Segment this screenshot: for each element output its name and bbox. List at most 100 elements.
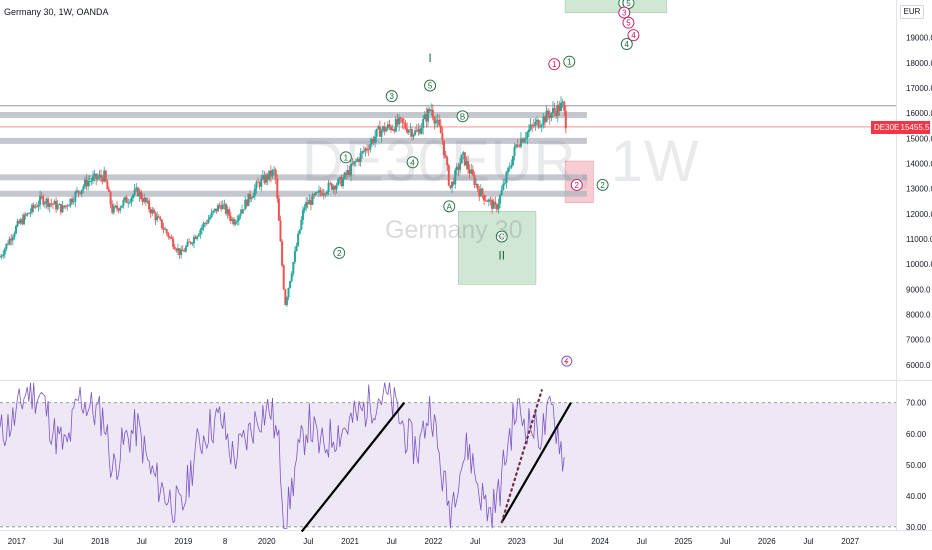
candle-body bbox=[327, 182, 330, 192]
candle-body bbox=[515, 144, 518, 147]
wave-label: 4 bbox=[625, 40, 630, 49]
candle-body bbox=[194, 236, 197, 239]
candle-body bbox=[43, 203, 46, 205]
candle-body bbox=[340, 176, 343, 187]
rsi-tick-label: 70.00 bbox=[906, 399, 927, 408]
candle-body bbox=[192, 236, 195, 244]
candle-body bbox=[119, 207, 122, 211]
candle-body bbox=[297, 233, 300, 246]
currency-selector[interactable]: EUR bbox=[900, 5, 924, 19]
candle-body bbox=[457, 166, 460, 170]
candle-body bbox=[478, 189, 481, 197]
candle-body bbox=[507, 168, 510, 172]
candle-body bbox=[247, 193, 250, 207]
candle-body bbox=[316, 192, 319, 193]
candle-body bbox=[271, 170, 274, 177]
candle-body bbox=[154, 213, 157, 221]
candle-body bbox=[116, 205, 119, 209]
price-tick-label: 12000.0 bbox=[906, 210, 932, 219]
candle-body bbox=[71, 198, 74, 203]
candle-body bbox=[117, 208, 120, 211]
candle-body bbox=[112, 206, 115, 213]
candle-body bbox=[220, 205, 223, 210]
candle-body bbox=[152, 209, 155, 214]
candle-body bbox=[31, 204, 34, 213]
candle-body bbox=[287, 287, 290, 298]
candle-body bbox=[462, 152, 465, 155]
candle-body bbox=[274, 169, 277, 180]
candle-body bbox=[338, 176, 341, 179]
candle-body bbox=[159, 217, 162, 220]
candle-body bbox=[165, 229, 168, 234]
zone-green-2 bbox=[564, 0, 668, 13]
candle-body bbox=[423, 114, 426, 119]
rsi-trendline-dotted bbox=[500, 389, 543, 524]
symbol-title[interactable]: Germany 30, 1W, OANDA bbox=[4, 7, 109, 17]
candle-body bbox=[473, 175, 476, 185]
candle-body bbox=[23, 214, 26, 225]
candle-body bbox=[356, 159, 359, 162]
candle-body bbox=[481, 188, 484, 196]
candle-body bbox=[551, 108, 554, 114]
wave-label: 1 bbox=[567, 58, 572, 67]
candle-body bbox=[402, 122, 405, 124]
candle-body bbox=[34, 206, 37, 208]
candle-body bbox=[140, 191, 143, 199]
candle-body bbox=[417, 128, 420, 132]
candle-body bbox=[301, 210, 304, 220]
candle-body bbox=[471, 169, 474, 176]
candle-body bbox=[55, 201, 58, 210]
candle-body bbox=[205, 223, 208, 224]
candle-body bbox=[319, 190, 322, 193]
candle-body bbox=[426, 109, 429, 122]
candle-body bbox=[561, 101, 564, 103]
candle-body bbox=[253, 188, 256, 196]
candle-body bbox=[216, 205, 219, 212]
candle-body bbox=[422, 118, 425, 128]
time-tick-label: 2027 bbox=[841, 537, 859, 546]
time-tick-label: 2022 bbox=[425, 537, 443, 546]
time-tick-label: 2021 bbox=[341, 537, 359, 546]
candle-body bbox=[399, 117, 402, 119]
candle-body bbox=[409, 129, 412, 131]
candle-body bbox=[325, 191, 328, 194]
candle-body bbox=[537, 119, 540, 128]
candle-body bbox=[285, 297, 288, 305]
candle-body bbox=[184, 246, 187, 252]
candle-body bbox=[5, 243, 8, 249]
candle-body bbox=[234, 222, 237, 225]
candle-body bbox=[218, 205, 221, 206]
candle-body bbox=[455, 166, 458, 171]
candle-body bbox=[80, 189, 83, 194]
candle-body bbox=[333, 186, 336, 190]
candle-body bbox=[366, 148, 369, 150]
candle-body bbox=[133, 189, 136, 195]
candle-body bbox=[64, 205, 67, 208]
wave-label: 5 bbox=[626, 19, 631, 28]
time-tick-label: Jul bbox=[803, 537, 813, 546]
wave-label: 2 bbox=[337, 249, 342, 258]
candle-body bbox=[58, 204, 61, 205]
price-tick-label: 19000.0 bbox=[906, 34, 932, 43]
candle-body bbox=[430, 109, 433, 112]
candle-body bbox=[212, 210, 215, 213]
rsi-trendline-solid bbox=[300, 402, 406, 533]
candle-body bbox=[503, 182, 506, 184]
candle-body bbox=[467, 161, 470, 170]
wave-label-circle bbox=[596, 179, 609, 191]
candle-body bbox=[385, 128, 388, 132]
time-tick-label: 2024 bbox=[591, 537, 609, 546]
candle-body bbox=[295, 245, 298, 252]
candle-body bbox=[67, 205, 70, 207]
candle-body bbox=[136, 187, 139, 197]
candle-body bbox=[176, 248, 179, 251]
candle-body bbox=[255, 181, 258, 189]
candle-body bbox=[188, 241, 191, 243]
candle-body bbox=[245, 199, 248, 207]
candle-body bbox=[242, 209, 245, 211]
candle-body bbox=[547, 110, 550, 116]
candle-body bbox=[412, 134, 415, 137]
wave-label-circle bbox=[570, 179, 583, 191]
